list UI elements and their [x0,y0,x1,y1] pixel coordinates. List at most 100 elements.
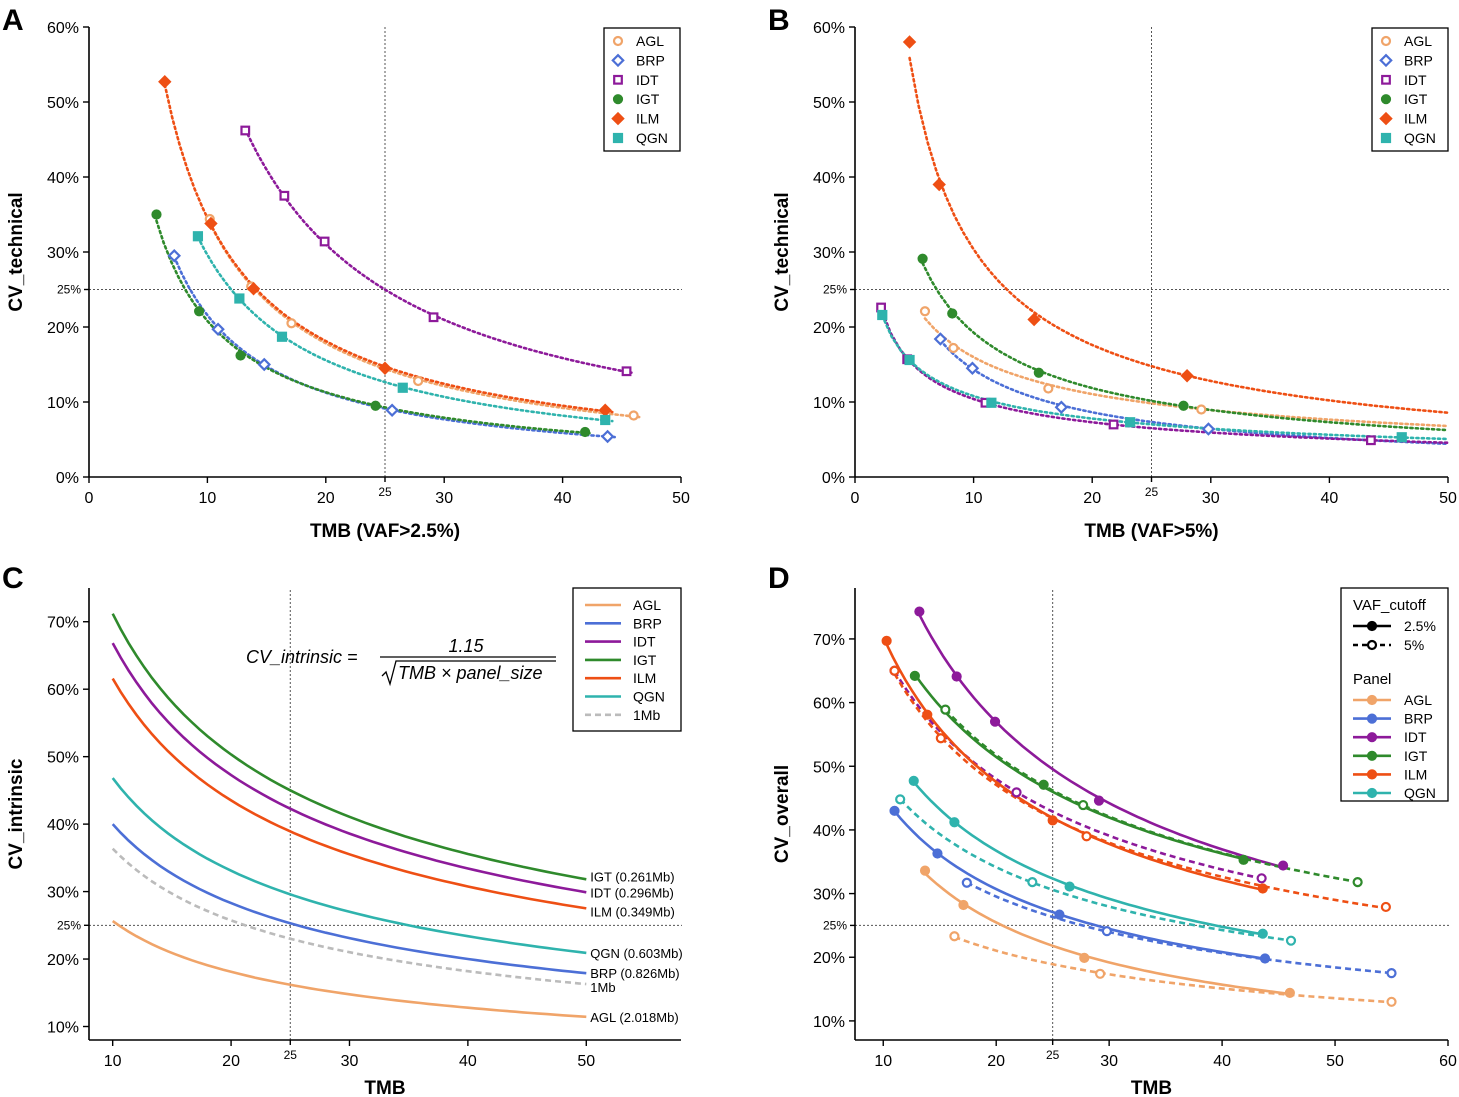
x-tick-label: 60 [1439,1053,1457,1070]
y-tick-label: 40% [47,817,79,834]
data-point-qgn [1125,417,1136,428]
data-point-idt [319,236,330,247]
legend-label-agl: AGL [1404,33,1432,49]
x-tick-label: 40 [554,490,572,507]
data-point-agl [958,899,969,911]
legend-label-igt: IGT [1404,748,1428,764]
formula: CV_intrinsic = 1.15 TMB × panel_size [246,636,556,687]
legend-title-panel: Panel [1353,671,1391,688]
data-point-ilm [158,75,172,89]
legend-marker-igt [612,94,624,105]
curve-ilm [111,677,587,910]
x-tick-label: 10 [199,490,217,507]
trend-line-idt [244,128,635,375]
trend-line-qgn [196,235,614,423]
legend-marker-brp [1366,713,1378,724]
data-point-qgn [1257,928,1268,939]
x-tick-label: 50 [672,490,690,507]
curve-agl-5pct [953,935,1392,1004]
x-tick-label: 20 [317,490,335,507]
data-point-igt [1033,367,1044,378]
legend-label-qgn: QGN [1404,130,1436,146]
data-point-idt [1108,419,1119,430]
panel-c: C 10 20 30 40 50 10% 20% 30% 40% 50% 60% 70% 25 25% TMB… [2,562,683,1097]
data-point-ilm [204,216,218,231]
x-tick-label: 10 [874,1053,892,1070]
legend-vaf-marker [1366,639,1378,651]
x-tick-label: 30 [1100,1053,1118,1070]
legend-label-brp: BRP [633,615,662,631]
data-point-qgn [949,817,960,828]
end-label-1mb: 1Mb [590,980,615,995]
data-point-idt [914,606,925,617]
curve-qgn-5pct [899,798,1292,942]
end-label-igt: IGT (0.261Mb) [590,869,674,884]
data-point-brp [1386,968,1397,979]
panel-d: D 10 20 30 40 50 60 10% 20% 30% 40% 50% 60% 70% 25 25% T… [768,562,1457,1097]
y-tick-label: 70% [47,615,79,632]
panel-letter-b: B [768,4,790,37]
legend: AGL BRP IDT IGT ILM QGN [1371,27,1449,152]
data-point-qgn [1064,881,1075,892]
data-point-igt [909,670,920,681]
y-tick-label: 40% [813,170,845,187]
y-tick-label: 40% [813,823,845,840]
data-point-brp [1054,400,1069,415]
data-point-igt [579,426,591,438]
data-point-agl [286,318,297,329]
data-point-ilm [1257,883,1268,894]
y-tick-label: 50% [47,95,79,112]
y-tick-label: 20% [813,950,845,967]
trend-line-ilm [908,56,1450,414]
trend-line-idt [879,306,1450,444]
data-point-brp [1101,926,1112,937]
data-point-ilm [1380,901,1391,913]
legend-marker-brp [611,53,625,68]
legend-marker-agl [1366,694,1378,706]
data-point-agl [1095,968,1106,979]
panel-b: B 0 10 20 30 40 50 0% 10% 20% 30% 40% 50% 60% 25 25% TMB… [768,4,1457,542]
end-label-brp: BRP (0.826Mb) [590,966,679,981]
data-point-idt [1256,873,1267,884]
y-axis-title: CV_technical [6,192,27,311]
data-point-igt [370,400,381,411]
y-tick-label: 30% [47,245,79,262]
data-point-igt [917,253,928,264]
legend-marker-brp [1379,53,1393,68]
data-point-brp [1054,909,1065,920]
end-label-agl: AGL (2.018Mb) [590,1010,678,1025]
x-axis-title: TMB (VAF>2.5%) [310,521,460,542]
y-tick-label: 30% [813,887,845,904]
legend-label-brp: BRP [1404,52,1433,68]
data-point-igt [947,308,958,319]
x-tick-label: 50 [577,1053,595,1070]
end-label-qgn: QGN (0.603Mb) [590,946,682,961]
y-tick-label: 0% [56,470,79,487]
legend-label-idt: IDT [1404,72,1427,88]
legend-marker-idt [613,74,623,85]
formula-lhs: CV_intrinsic = [246,647,358,667]
x-tick-label: 20 [987,1053,1005,1070]
y-axis-title: CV_technical [772,192,793,311]
legend-frame [603,27,681,152]
curve-igt-5pct [944,708,1358,884]
y-tick-label: 10% [47,1020,79,1037]
y-tick-label: 0% [822,470,845,487]
x-tick-label: 30 [341,1053,359,1070]
trend-line-agl [208,222,642,419]
y-tick-label: 70% [813,632,845,649]
legend-marker-agl [612,35,624,47]
curve-idt-5pct [893,670,1262,880]
data-point-qgn [1027,877,1038,888]
data-point-idt [428,312,439,323]
formula-numerator: 1.15 [448,636,484,656]
y-ref-tick-label: 25% [823,283,847,297]
data-point-brp [1201,422,1216,436]
x-tick-label: 20 [1083,490,1101,507]
data-point-qgn [600,414,611,426]
x-tick-label: 0 [851,490,860,507]
data-point-igt [1352,877,1363,888]
data-point-ilm [935,733,946,744]
data-point-brp [932,848,943,859]
x-tick-label: 50 [1326,1053,1344,1070]
